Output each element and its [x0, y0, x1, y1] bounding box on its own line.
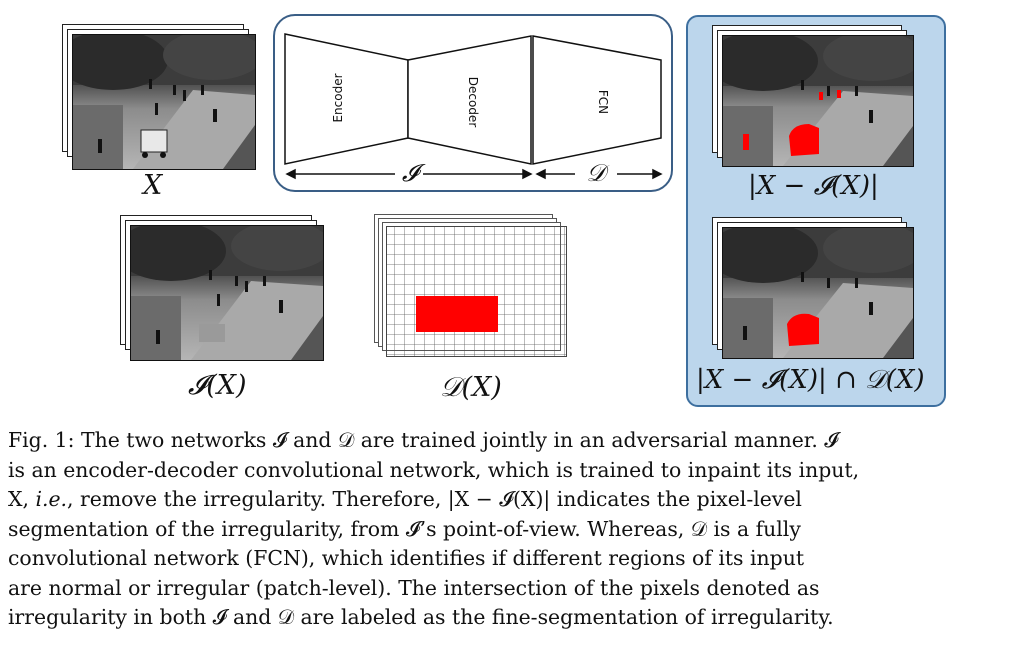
- intersection-frames-stack: [712, 217, 922, 367]
- inpainted-label: 𝓘(X): [188, 370, 247, 401]
- fcn-block: [532, 35, 662, 165]
- intersection-frame-photo: [722, 227, 914, 359]
- input-frames-stack: [62, 24, 262, 174]
- input-label: X: [143, 170, 163, 201]
- decoder-label: Decoder: [466, 76, 480, 128]
- detector-label: 𝒟(X): [440, 372, 502, 403]
- fcn-label: FCN: [596, 89, 610, 115]
- network-diagram: [284, 33, 663, 180]
- inpainted-frame-photo: [130, 225, 324, 361]
- inpainter-symbol: 𝓘: [397, 159, 423, 187]
- caption-line-3-start: X,: [8, 487, 36, 511]
- caption-ie: i.e.: [35, 487, 68, 511]
- network-architecture-box: Encoder Decoder FCN 𝓘 𝒟: [273, 14, 673, 192]
- caption-line-3-end: , remove the irregularity. Therefore, |X…: [67, 487, 802, 511]
- detector-grid: [374, 214, 568, 360]
- anomaly-patch: [416, 296, 498, 332]
- inpainted-frames-stack: [120, 215, 330, 365]
- caption-line-1: Fig. 1: The two networks 𝓘 and 𝒟 are tra…: [8, 428, 839, 452]
- caption-line-7: irregularity in both 𝓘 and 𝒟 are labeled…: [8, 605, 834, 629]
- detector-symbol: 𝒟: [578, 159, 614, 187]
- diff-frame-photo: [722, 35, 914, 167]
- diff-label: |X − 𝓘(X)|: [748, 171, 879, 201]
- input-frame-photo: [72, 34, 256, 170]
- output-panel: |X − 𝓘(X)| |X − 𝓘(X)| ∩ 𝒟(X): [686, 15, 946, 407]
- caption-line-6: are normal or irregular (patch-level). T…: [8, 575, 820, 600]
- figure-caption: Fig. 1: The two networks 𝓘 and 𝒟 are tra…: [8, 426, 996, 633]
- diff-frames-stack: [712, 25, 922, 175]
- caption-line-4: segmentation of the irregularity, from 𝓘…: [8, 516, 801, 541]
- intersection-label: |X − 𝓘(X)| ∩ 𝒟(X): [696, 365, 925, 395]
- encoder-block: [284, 33, 409, 165]
- caption-line-2: is an encoder-decoder convolutional netw…: [8, 457, 860, 482]
- caption-line-5: convolutional network (FCN), which ident…: [8, 546, 805, 570]
- decoder-block: [407, 35, 532, 165]
- encoder-label: Encoder: [331, 73, 345, 123]
- caption-line-3: X, i.e., remove the irregularity. Theref…: [8, 485, 996, 515]
